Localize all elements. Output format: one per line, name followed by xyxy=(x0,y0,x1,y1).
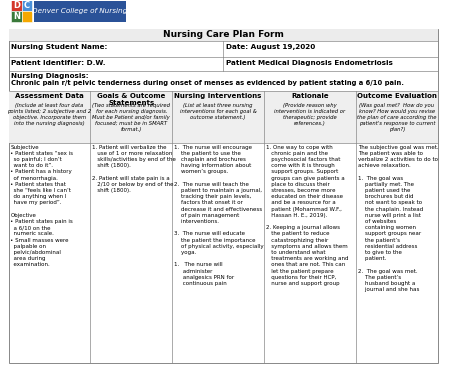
Text: Patient Identifier: D.W.: Patient Identifier: D.W. xyxy=(11,60,106,66)
Text: Outcome Evaluation: Outcome Evaluation xyxy=(357,93,437,99)
Text: 1. One way to cope with
   chronic pain and the
   psychosocial factors that
   : 1. One way to cope with chronic pain and… xyxy=(266,145,348,286)
Text: N: N xyxy=(13,12,20,21)
Text: D: D xyxy=(13,1,20,10)
Text: Nursing Diagnosis:: Nursing Diagnosis: xyxy=(11,73,89,79)
Text: Goals & Outcome
Statements: Goals & Outcome Statements xyxy=(97,93,165,106)
Text: Date: August 19,2020: Date: August 19,2020 xyxy=(226,44,315,50)
Bar xyxy=(264,91,356,143)
Bar xyxy=(21,11,32,22)
Bar xyxy=(9,29,438,41)
Bar xyxy=(9,91,91,143)
Text: Nursing Student Name:: Nursing Student Name: xyxy=(11,44,108,50)
Text: 1. Patient will verbalize the
   use of 1 or more relaxation
   skills/activitie: 1. Patient will verbalize the use of 1 o… xyxy=(92,145,176,193)
Text: Nursing Care Plan Form: Nursing Care Plan Form xyxy=(163,30,283,40)
Bar xyxy=(91,91,172,143)
Bar xyxy=(172,91,264,143)
Text: 1.  The nurse will encourage
    the patient to use the
    chaplain and brochur: 1. The nurse will encourage the patient … xyxy=(174,145,264,286)
Text: Chronic pain r/t pelvic tenderness during onset of menses as evidenced by patien: Chronic pain r/t pelvic tenderness durin… xyxy=(11,80,404,86)
Text: (Two statements are required
for each nursing diagnosis.
Must be Patient and/or : (Two statements are required for each nu… xyxy=(92,103,170,132)
Bar xyxy=(21,0,32,11)
Text: (List at least three nursing
interventions for each goal &
outcome statement.): (List at least three nursing interventio… xyxy=(180,103,256,120)
Bar xyxy=(34,0,126,22)
Text: Subjective
• Patient states “sex is
  so painful; I don’t
  want to do it”.
• Pa: Subjective • Patient states “sex is so p… xyxy=(10,145,73,268)
Text: (Was goal met?  How do you
know? How would you revise
the plan of care according: (Was goal met? How do you know? How woul… xyxy=(357,103,437,132)
Bar xyxy=(11,0,21,11)
Text: (Provide reason why
intervention is indicated or
therapeutic; provide
references: (Provide reason why intervention is indi… xyxy=(274,103,346,126)
Text: (Include at least four data
points listed; 2 subjective and 2
objective. Incorpo: (Include at least four data points liste… xyxy=(8,103,91,126)
Text: Patient Medical Diagnosis Endometriosis: Patient Medical Diagnosis Endometriosis xyxy=(226,60,393,66)
Text: Assessment Data: Assessment Data xyxy=(15,93,84,99)
Bar xyxy=(356,91,438,143)
Bar xyxy=(11,11,21,22)
Text: The subjective goal was met.
The patient was able to
verbalize 2 activities to d: The subjective goal was met. The patient… xyxy=(358,145,438,292)
Text: Rationale: Rationale xyxy=(291,93,329,99)
Text: Denver College of Nursing: Denver College of Nursing xyxy=(32,8,128,14)
Text: C: C xyxy=(24,1,30,10)
Text: Nursing Interventions: Nursing Interventions xyxy=(174,93,262,99)
